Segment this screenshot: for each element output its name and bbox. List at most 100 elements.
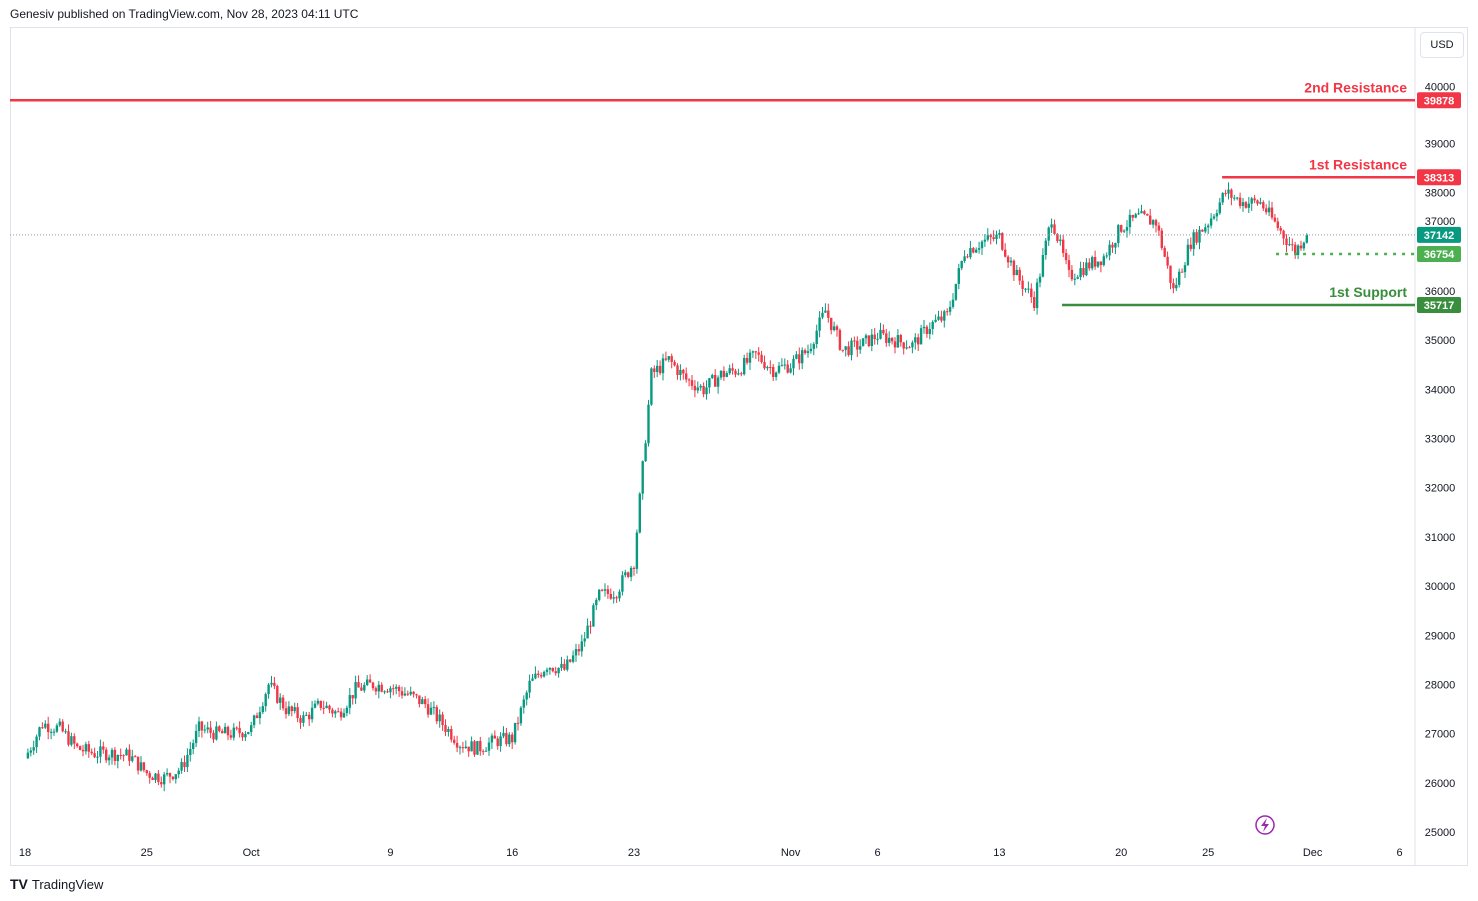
candle-up (192, 743, 195, 750)
candle-down (873, 334, 876, 340)
candle-up (719, 370, 723, 378)
candle-down (609, 593, 612, 599)
candle-up (801, 350, 804, 364)
candle-down (122, 755, 125, 757)
candle-up (983, 239, 987, 242)
x-tick-label: 25 (141, 847, 153, 859)
y-tick-label: 26000 (1425, 778, 1456, 790)
candle-up (911, 342, 914, 348)
candle-down (1160, 230, 1163, 248)
candle-down (563, 663, 566, 670)
y-tick-label: 37000 (1425, 216, 1456, 228)
candle-up (305, 714, 308, 716)
candle-up (975, 249, 978, 253)
candle-down (461, 747, 465, 749)
candle-down (1265, 208, 1268, 213)
candle-up (29, 750, 32, 753)
candle-up (131, 756, 134, 761)
candle-up (197, 721, 201, 732)
candle-up (957, 268, 960, 284)
candle-down (1033, 297, 1036, 308)
candle-up (1209, 218, 1213, 226)
candle-up (783, 364, 786, 366)
y-tick-label: 32000 (1425, 483, 1456, 495)
candle-up (1296, 245, 1300, 256)
candle-up (429, 707, 433, 715)
candle-up (1227, 189, 1230, 194)
candle-down (908, 347, 911, 349)
candle-down (380, 684, 383, 692)
candle-up (919, 328, 923, 345)
candle-down (989, 235, 992, 238)
candle-down (435, 707, 438, 722)
chart-pane[interactable] (10, 27, 1468, 866)
candle-up (215, 726, 218, 740)
candle-up (531, 678, 534, 681)
candle-up (548, 667, 552, 670)
tradingview-logo[interactable]: TV TradingView (10, 876, 103, 892)
candle-up (977, 248, 981, 250)
candle-down (290, 706, 293, 712)
candle-up (116, 755, 119, 761)
candle-up (896, 335, 900, 348)
candle-down (1082, 268, 1085, 276)
candle-up (366, 679, 369, 685)
candle-down (1154, 220, 1158, 226)
candle-down (1056, 233, 1059, 242)
candle-down (589, 625, 592, 627)
candle-up (1207, 225, 1210, 228)
candle-down (424, 699, 427, 705)
y-tick-label: 25000 (1425, 827, 1456, 839)
lightning-bolt-icon (1261, 818, 1269, 832)
currency-button[interactable]: USD (1420, 32, 1464, 58)
candle-down (479, 741, 482, 752)
candle-up (302, 715, 305, 723)
candle-down (827, 310, 830, 318)
candle-up (644, 443, 647, 462)
candle-up (345, 707, 349, 714)
candle-up (250, 725, 253, 733)
candle-down (1262, 202, 1265, 209)
candle-up (279, 697, 282, 703)
candle-up (44, 723, 47, 728)
candle-down (368, 679, 372, 683)
candle-up (354, 682, 357, 699)
candle-up (26, 752, 30, 759)
candle-down (328, 705, 331, 710)
candle-up (1247, 203, 1250, 208)
candle-up (534, 673, 537, 679)
candle-up (1198, 229, 1201, 243)
candle-up (583, 638, 586, 642)
candle-up (395, 686, 398, 689)
candle-up (403, 693, 407, 696)
candle-down (374, 688, 378, 692)
candle-up (969, 248, 972, 258)
candle-up (177, 770, 180, 775)
candle-up (174, 774, 177, 780)
candle-down (627, 572, 630, 577)
candle-up (1236, 197, 1239, 199)
candle-down (1088, 262, 1091, 269)
x-tick-label: 9 (387, 847, 393, 859)
candle-down (972, 248, 975, 253)
candle-up (708, 378, 711, 388)
candle-up (1105, 255, 1108, 257)
candle-down (685, 373, 688, 380)
candle-up (598, 589, 601, 600)
x-tick-label: 6 (875, 847, 881, 859)
candle-up (629, 567, 633, 577)
candle-down (606, 589, 610, 594)
candle-down (453, 739, 456, 743)
candle-up (748, 352, 752, 363)
candle-down (893, 341, 897, 348)
candle-down (853, 340, 856, 342)
candle-down (157, 773, 160, 783)
candle-up (864, 335, 868, 339)
candle-up (696, 387, 699, 391)
candle-up (1085, 262, 1088, 276)
candle-up (421, 699, 424, 705)
candle-up (937, 316, 940, 320)
candle-down (1111, 244, 1114, 248)
candle-down (455, 742, 459, 748)
